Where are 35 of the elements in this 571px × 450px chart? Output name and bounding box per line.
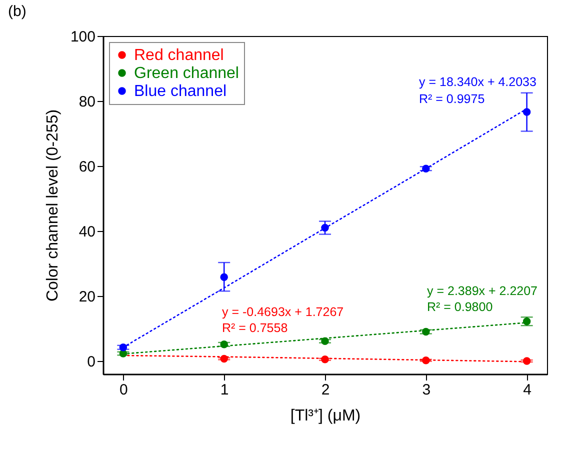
annotation: R² = 0.9975 bbox=[419, 92, 485, 106]
x-tick-label: 1 bbox=[220, 382, 229, 398]
y-tick-label: 40 bbox=[78, 224, 96, 240]
point bbox=[119, 343, 128, 352]
point bbox=[422, 356, 430, 364]
annotation: R² = 0.7558 bbox=[222, 321, 288, 335]
annotation: y = 2.389x + 2.2207 bbox=[427, 284, 538, 298]
legend-label: Red channel bbox=[134, 47, 224, 64]
point bbox=[321, 337, 329, 346]
y-tick-label: 20 bbox=[78, 288, 96, 306]
annotation: y = 18.340x + 4.2033 bbox=[419, 75, 537, 89]
annotation: R² = 0.9800 bbox=[427, 300, 493, 314]
point bbox=[321, 356, 329, 364]
point bbox=[220, 340, 228, 348]
y-tick-label: 100 bbox=[70, 28, 96, 46]
y-tick-label: 0 bbox=[87, 354, 96, 370]
point bbox=[321, 224, 329, 232]
y-axis-title: Color channel level (0-255) bbox=[44, 109, 62, 302]
point bbox=[522, 357, 531, 365]
point bbox=[422, 328, 430, 336]
y-tick-label: 80 bbox=[78, 94, 96, 110]
chart-title: (b) bbox=[8, 3, 26, 20]
x-tick-label: 2 bbox=[321, 382, 330, 398]
legend-label: Blue channel bbox=[134, 83, 227, 100]
x-tick-label: 3 bbox=[422, 382, 431, 398]
legend-label: Green channel bbox=[134, 65, 239, 82]
x-tick-label: 0 bbox=[120, 382, 128, 398]
x-axis-title: [Tl³⁺] (μM) bbox=[290, 408, 361, 424]
point bbox=[220, 273, 228, 282]
point bbox=[422, 164, 430, 172]
annotation: y = -0.4693x + 1.7267 bbox=[222, 305, 344, 319]
x-tick-label: 4 bbox=[523, 382, 532, 398]
point bbox=[220, 354, 228, 363]
point bbox=[522, 108, 531, 116]
y-tick-label: 60 bbox=[78, 158, 96, 176]
